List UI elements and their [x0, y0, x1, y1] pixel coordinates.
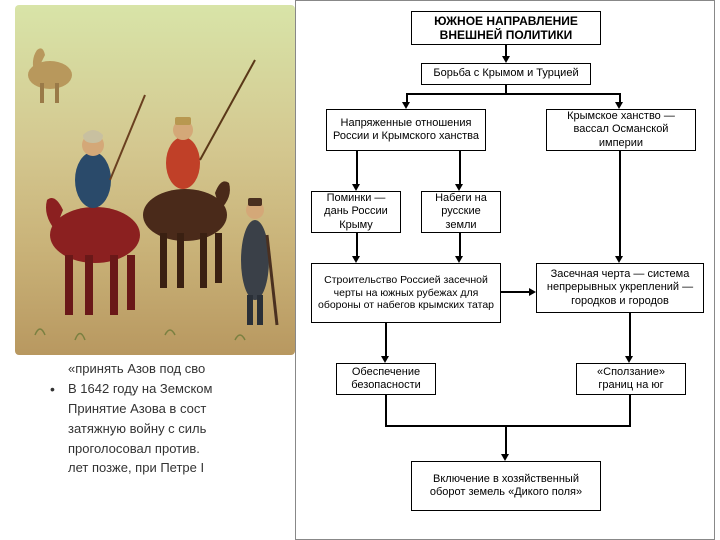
bullet-text-block: «принять Азов под сво •В 1642 году на Зе… — [50, 360, 320, 479]
box-raids: Набеги на русские земли — [421, 191, 501, 233]
box-construction: Строительство Россией засечной черты на … — [311, 263, 501, 323]
flowchart-diagram: ЮЖНОЕ НАПРАВЛЕНИЕ ВНЕШНЕЙ ПОЛИТИКИ Борьб… — [295, 0, 715, 540]
text-line: затяжную войну с силь — [68, 420, 206, 438]
box-subtitle: Борьба с Крымом и Турцией — [421, 63, 591, 85]
text-line: В 1642 году на Земском — [68, 380, 212, 399]
box-zasech: Засечная черта — система непрерывных укр… — [536, 263, 704, 313]
historical-illustration — [15, 5, 295, 355]
text-line: проголосовал против. — [68, 440, 200, 458]
text-line: Принятие Азова в сост — [68, 400, 206, 418]
text-line: лет позже, при Петре I — [68, 459, 204, 477]
box-security: Обеспечение безопасности — [336, 363, 436, 395]
box-tensions: Напряженные отношения России и Крымского… — [326, 109, 486, 151]
box-borders: «Сползание» границ на юг — [576, 363, 686, 395]
box-title: ЮЖНОЕ НАПРАВЛЕНИЕ ВНЕШНЕЙ ПОЛИТИКИ — [411, 11, 601, 45]
box-tribute: Поминки — дань России Крыму — [311, 191, 401, 233]
text-line: «принять Азов под сво — [68, 360, 205, 378]
warriors-scene — [15, 5, 295, 355]
box-vassal: Крымское ханство — вассал Османской импе… — [546, 109, 696, 151]
box-inclusion: Включение в хозяйственный оборот земель … — [411, 461, 601, 511]
